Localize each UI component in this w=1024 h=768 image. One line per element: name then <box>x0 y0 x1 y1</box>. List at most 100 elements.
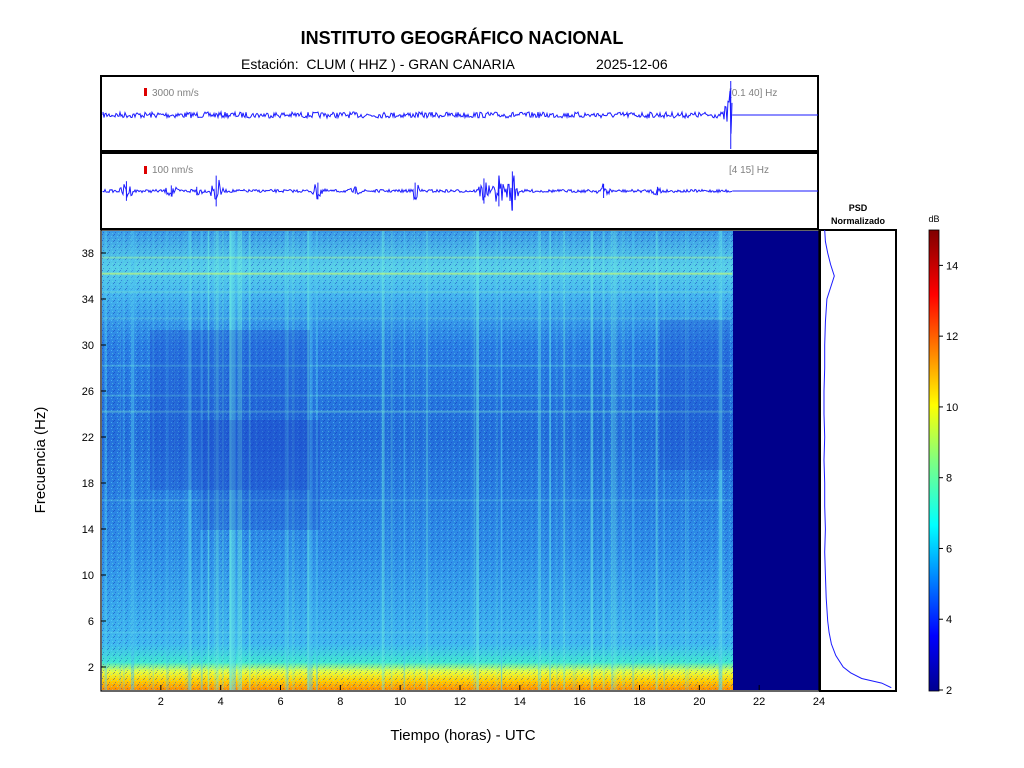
colorbar-tick-label: 14 <box>946 260 958 272</box>
spectral-streak <box>237 231 240 690</box>
psd-panel: PSD Normalizado <box>819 203 897 692</box>
spectral-streak <box>185 231 187 690</box>
spectral-streak <box>686 231 690 690</box>
y-axis-label: Frecuencia (Hz) <box>32 407 49 514</box>
x-axis-ticks: 2 4 6 8 10 12 14 16 18 20 22 24 <box>158 685 825 708</box>
spectral-streak <box>174 231 176 690</box>
harmonic-line <box>102 291 733 294</box>
date-label: 2025-12-06 <box>596 56 668 72</box>
colorbar-ticks: 2 4 6 8 10 12 14 <box>939 260 958 697</box>
colorbar-label: dB <box>928 214 939 224</box>
spectral-streak <box>590 231 594 690</box>
page-title: INSTITUTO GEOGRÁFICO NACIONAL <box>300 28 624 48</box>
y-tick-label: 38 <box>82 248 94 260</box>
x-tick-label: 24 <box>813 696 825 708</box>
spectral-streak <box>214 231 216 690</box>
spectral-streak <box>720 231 723 690</box>
y-tick-label: 34 <box>82 294 94 306</box>
spectral-streak <box>719 231 722 690</box>
harmonic-line <box>102 394 733 397</box>
colorbar-tick-label: 4 <box>946 614 952 626</box>
spectral-streak <box>233 231 237 690</box>
y-tick-label: 18 <box>82 478 94 490</box>
spectrogram-features <box>102 231 733 690</box>
x-tick-label: 12 <box>454 696 466 708</box>
broadband-trace <box>102 81 818 149</box>
spectral-streak <box>611 231 613 690</box>
filtered-trace <box>102 171 818 211</box>
harmonic-line <box>102 631 733 634</box>
y-tick-label: 30 <box>82 340 94 352</box>
spectral-streak <box>215 231 219 690</box>
spectral-streak <box>500 231 502 690</box>
spectral-streak <box>200 231 203 690</box>
spectral-streak <box>684 231 687 690</box>
y-tick-label: 26 <box>82 386 94 398</box>
harmonic-line <box>102 317 733 320</box>
x-tick-label: 10 <box>394 696 406 708</box>
colorbar-tick-label: 12 <box>946 331 958 343</box>
spectral-streak <box>538 231 542 690</box>
spectral-streak <box>122 231 125 690</box>
spectral-streak <box>104 231 108 690</box>
spectral-streak <box>187 231 191 690</box>
colorbar-tick-label: 6 <box>946 543 952 555</box>
spectral-streak <box>306 231 310 690</box>
x-tick-label: 14 <box>514 696 526 708</box>
psd-title-line2: Normalizado <box>831 216 886 226</box>
spectral-streak <box>310 231 313 690</box>
spectral-streak <box>622 231 625 690</box>
low-energy-patch <box>200 420 320 530</box>
spectral-streak <box>612 231 616 690</box>
spectral-streak <box>549 231 551 690</box>
x-tick-label: 18 <box>633 696 645 708</box>
y-tick-label: 6 <box>88 616 94 628</box>
spectral-streak <box>403 231 406 690</box>
spectral-streak <box>207 231 210 690</box>
spectral-streak <box>573 231 577 690</box>
spectral-streak <box>189 231 192 690</box>
spectral-streak <box>232 231 235 690</box>
spectral-streak <box>718 231 720 690</box>
spectral-streak <box>655 231 658 690</box>
scale-bar-icon <box>144 166 147 174</box>
y-tick-label: 10 <box>82 570 94 582</box>
harmonic-line <box>102 364 733 367</box>
spectral-streak <box>230 231 234 690</box>
station-label: Estación: CLUM ( HHZ ) - GRAN CANARIA <box>241 56 515 72</box>
y-tick-label: 14 <box>82 524 94 536</box>
spectral-streak <box>538 231 540 690</box>
y-tick-label: 22 <box>82 432 94 444</box>
spectral-streak <box>130 231 134 690</box>
harmonic-line <box>102 410 733 413</box>
spectral-streak <box>663 231 666 690</box>
scale-label-filtered: 100 nm/s <box>152 165 193 176</box>
x-tick-label: 8 <box>337 696 343 708</box>
colorbar-tick-label: 8 <box>946 473 952 485</box>
spectral-streak <box>556 231 558 690</box>
spectral-streak <box>413 231 415 690</box>
spectral-streak <box>238 231 242 690</box>
spectral-streak <box>719 231 723 690</box>
spectral-streak <box>148 231 151 690</box>
colorbar-tick-label: 10 <box>946 402 958 414</box>
spectral-streak <box>256 231 258 690</box>
spectrogram-noise <box>102 231 733 690</box>
x-axis-label: Tiempo (horas) - UTC <box>390 727 535 744</box>
spectral-streak <box>307 231 311 690</box>
low-energy-patch <box>660 320 730 470</box>
spectral-streak <box>631 231 635 690</box>
harmonic-line <box>102 256 733 259</box>
spectral-streak <box>287 231 289 690</box>
spectral-streak <box>572 231 574 690</box>
spectral-streak <box>133 231 135 690</box>
spectral-streak <box>286 231 289 690</box>
spectral-streak <box>152 231 155 690</box>
harmonic-line <box>102 499 733 502</box>
spectral-streak <box>473 231 476 690</box>
spectral-streak <box>390 231 393 690</box>
spectral-streak <box>602 231 605 690</box>
colorbar-gradient <box>928 229 940 692</box>
psd-curve <box>823 229 892 689</box>
